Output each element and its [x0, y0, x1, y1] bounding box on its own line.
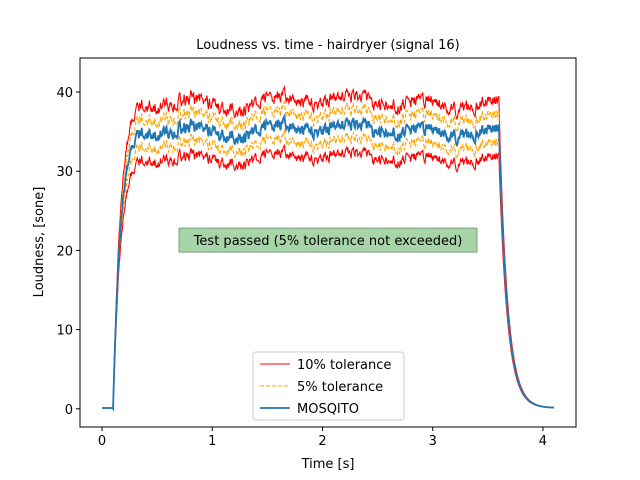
series-line-10-tolerance-upper: [102, 84, 554, 411]
x-tick-label: 3: [429, 434, 437, 449]
y-tick-label: 20: [56, 244, 73, 259]
series-line-10-tolerance-lower: [102, 143, 554, 411]
x-tick-label: 4: [539, 434, 547, 449]
legend-label: 10% tolerance: [297, 358, 391, 373]
x-axis-label: Time [s]: [301, 457, 355, 472]
annotation-box: Test passed (5% tolerance not exceeded): [178, 227, 478, 253]
x-tick-label: 0: [98, 434, 106, 449]
y-tick-label: 40: [56, 86, 73, 101]
legend-label: 5% tolerance: [297, 380, 383, 395]
legend-frame: [252, 351, 405, 421]
annotation-background: [178, 227, 478, 253]
x-tick-label: 1: [208, 434, 216, 449]
y-tick-label: 30: [56, 165, 73, 180]
axes-frame: [79, 57, 577, 428]
legend: 10% tolerance 5% tolerance MOSQITO: [252, 351, 405, 421]
series-line-5-tolerance-upper: [102, 99, 554, 411]
y-tick-label: 10: [56, 324, 73, 339]
chart-title: Loudness vs. time - hairdryer (signal 16…: [196, 38, 459, 53]
series-line-mosqito-main: [102, 113, 555, 412]
plot-area: [102, 84, 555, 412]
x-tick-label: 2: [318, 434, 326, 449]
legend-label: MOSQITO: [297, 402, 359, 417]
annotation-text: Test passed (5% tolerance not exceeded): [193, 234, 463, 249]
y-tick-label: 0: [65, 403, 73, 418]
y-axis-label: Loudness, [sone]: [32, 187, 47, 298]
series-line-5-tolerance-lower: [102, 129, 554, 411]
